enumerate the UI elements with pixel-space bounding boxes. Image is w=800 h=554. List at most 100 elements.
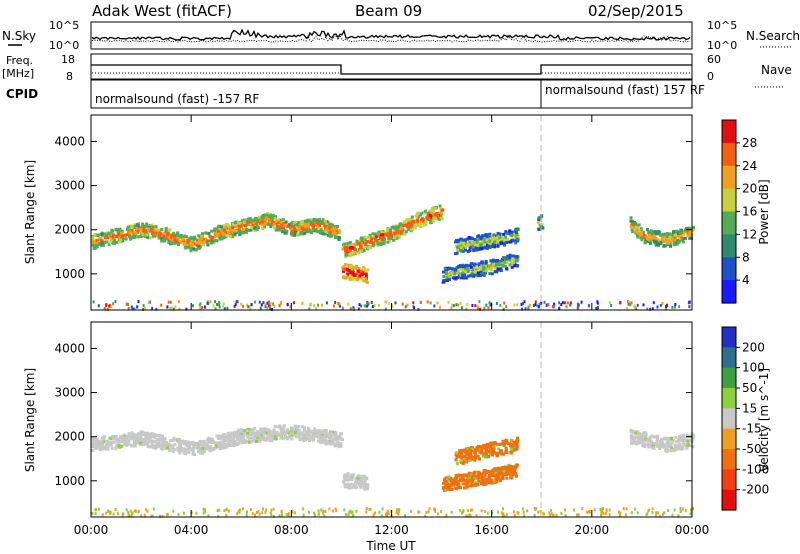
colorbar-segment <box>722 257 736 281</box>
data-cell <box>283 223 287 227</box>
data-cell <box>346 478 349 482</box>
data-cell <box>162 234 166 238</box>
data-cell <box>357 474 361 478</box>
data-cell <box>463 270 467 274</box>
data-cell <box>491 469 495 473</box>
data-cell <box>502 443 506 447</box>
data-cell <box>259 427 263 431</box>
data-cell <box>490 473 494 477</box>
data-cell <box>651 307 654 311</box>
data-cell <box>294 220 298 224</box>
data-cell <box>337 437 341 441</box>
data-cell <box>439 305 442 309</box>
data-cell <box>484 452 488 456</box>
data-cell <box>656 305 659 309</box>
data-cell <box>443 278 447 282</box>
data-cell <box>516 239 519 243</box>
data-cell <box>150 223 154 227</box>
data-cell <box>482 266 486 270</box>
data-cell <box>468 447 472 451</box>
data-cell <box>247 228 251 232</box>
data-cell <box>464 456 468 460</box>
data-cell <box>429 210 433 213</box>
data-cell <box>123 235 127 239</box>
data-cell <box>479 237 483 241</box>
data-cell <box>346 272 350 276</box>
data-cell <box>465 265 469 269</box>
data-cell <box>233 232 237 236</box>
data-cell <box>92 300 95 304</box>
data-cell <box>458 450 462 454</box>
data-cell <box>478 479 482 483</box>
data-cell <box>119 440 122 444</box>
data-cell <box>635 230 639 234</box>
data-cell <box>363 279 367 283</box>
colorbar-tick-label: -200 <box>742 483 769 497</box>
colorbar-tick-label: 28 <box>742 136 757 150</box>
data-cell <box>576 513 579 517</box>
data-cell <box>365 477 369 481</box>
data-cell <box>672 241 676 244</box>
data-cell <box>294 222 298 226</box>
data-cell <box>357 307 360 311</box>
data-cell <box>494 259 498 263</box>
data-cell <box>313 219 317 223</box>
data-cell <box>199 235 203 238</box>
colorbar-segment <box>722 142 736 167</box>
data-cell <box>516 227 520 231</box>
data-cell <box>665 233 669 237</box>
data-cell <box>440 212 444 216</box>
data-cell <box>605 508 608 512</box>
cpid-label: CPID <box>6 87 38 101</box>
data-cell <box>415 212 419 216</box>
data-cell <box>243 429 247 433</box>
data-cell <box>349 474 353 477</box>
data-cell <box>343 242 347 246</box>
data-cell <box>511 230 515 234</box>
data-cell <box>195 511 198 515</box>
data-cell <box>311 432 315 436</box>
cpid-label-1: normalsound (fast) -157 RF <box>95 92 259 106</box>
data-cell <box>464 244 468 248</box>
data-cell <box>299 228 303 232</box>
data-cell <box>349 265 353 269</box>
data-cell <box>506 442 510 445</box>
nave-tick-bottom: 0 <box>707 70 714 83</box>
data-cell <box>651 511 654 514</box>
data-cell <box>148 229 152 233</box>
data-cell <box>329 225 333 229</box>
data-cell <box>474 304 477 308</box>
data-cell <box>273 226 277 229</box>
data-cell <box>539 510 542 514</box>
data-cell <box>497 242 501 246</box>
data-cell <box>117 240 121 244</box>
data-cell <box>512 232 516 236</box>
data-cell <box>201 241 205 244</box>
data-cell <box>515 233 519 236</box>
data-cell <box>153 444 156 448</box>
data-cell <box>233 221 237 225</box>
data-cell <box>329 431 333 435</box>
data-cell <box>496 468 500 472</box>
data-cell <box>678 232 682 236</box>
data-cell <box>302 228 306 232</box>
data-cell <box>259 306 262 310</box>
data-cell <box>258 300 261 304</box>
data-cell <box>486 511 489 515</box>
data-cell <box>412 301 415 305</box>
data-cell <box>416 218 419 222</box>
data-cell <box>393 236 397 240</box>
data-cell <box>455 239 458 242</box>
data-cell <box>491 263 495 267</box>
data-cell <box>348 252 352 256</box>
data-cell <box>359 485 363 489</box>
data-cell <box>354 248 357 252</box>
data-cell <box>159 232 163 236</box>
data-cell <box>240 302 243 306</box>
data-cell <box>664 449 668 453</box>
data-cell <box>304 433 308 437</box>
data-cell <box>280 513 283 517</box>
data-cell <box>289 431 293 435</box>
data-cell <box>680 236 684 240</box>
data-cell <box>282 226 286 230</box>
